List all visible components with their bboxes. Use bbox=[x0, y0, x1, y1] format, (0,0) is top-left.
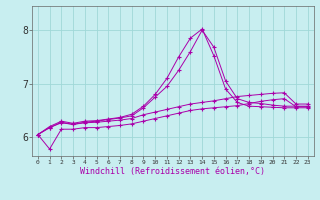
X-axis label: Windchill (Refroidissement éolien,°C): Windchill (Refroidissement éolien,°C) bbox=[80, 167, 265, 176]
